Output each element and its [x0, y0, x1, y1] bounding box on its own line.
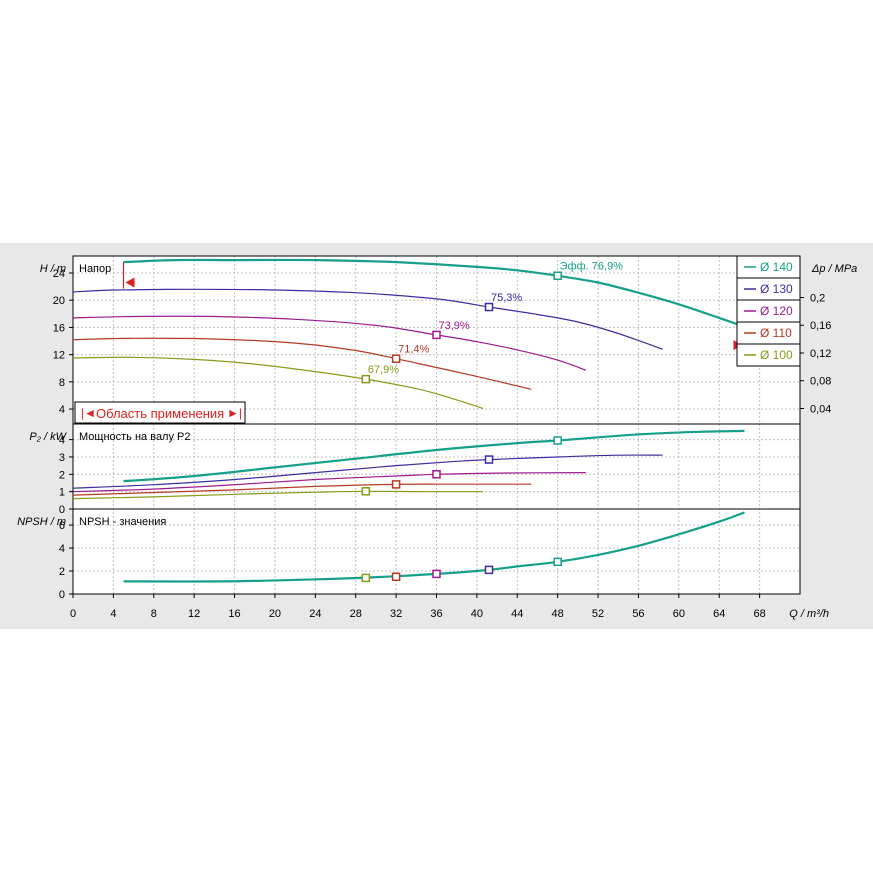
head-bep-marker-1 [484, 302, 494, 312]
x-tick-label: 56 [632, 608, 644, 620]
power-bep-marker-4 [361, 487, 371, 496]
efficiency-label-3: 71,4% [398, 344, 429, 356]
npsh-bep-marker-3 [391, 572, 401, 582]
x-tick-label: 40 [471, 608, 483, 620]
power-curve-2 [72, 472, 586, 493]
npsh-panel-frame [72, 508, 801, 595]
x-tick-label: 48 [552, 608, 564, 620]
power-y-tick-label: 4 [59, 435, 65, 447]
x-tick-label: 32 [390, 608, 402, 620]
npsh-curve-0 [123, 511, 745, 583]
efficiency-label-1: 75,3% [491, 292, 522, 304]
head-bep-marker-0 [553, 271, 562, 280]
head-y-tick-label: 16 [53, 322, 65, 334]
head-bep-marker-3 [391, 354, 401, 363]
head-y-axis-label: H / m [40, 263, 66, 275]
legend-item-label: Ø 130 [760, 282, 793, 296]
power-curve-4 [72, 490, 483, 500]
pump-curve-chart: 0 4 8 12 16 20 24 28 32 36 40 44 48 52 56 60 64 68 4 8 12 16 2… [0, 243, 873, 629]
npsh-bep-marker-4 [361, 573, 371, 583]
x-tick-label: 20 [269, 608, 281, 620]
x-tick-label: 16 [228, 608, 240, 620]
head-curve-2 [72, 315, 587, 371]
npsh-bep-marker-1 [484, 565, 494, 575]
x-tick-label: 44 [511, 608, 523, 620]
power-y-tick-label: 2 [59, 469, 65, 481]
npsh-y-tick-label: 6 [59, 520, 65, 532]
legend-item-label: Ø 110 [760, 326, 792, 340]
efficiency-label-2: 73,9% [439, 320, 470, 332]
head-y-tick-label: 12 [53, 350, 65, 362]
legend-item-label: Ø 140 [760, 260, 793, 274]
power-curve-0 [123, 429, 745, 483]
head-curve-3 [72, 337, 532, 390]
right-tick-label: 0,16 [810, 320, 831, 332]
head-bep-marker-4 [361, 374, 371, 384]
head-curve-0 [123, 258, 745, 328]
power-y-tick-label: 1 [59, 487, 65, 499]
right-tick-label: 0,2 [810, 292, 825, 304]
range-start-arrow [125, 277, 135, 288]
power-bep-marker-2 [432, 470, 441, 479]
range-label: Область применения [96, 406, 224, 421]
npsh-panel-title: NPSH - значения [79, 516, 166, 528]
x-tick-label: 64 [713, 608, 725, 620]
range-label-box [74, 401, 246, 424]
x-tick-label: 28 [350, 608, 362, 620]
power-y-tick-label: 0 [59, 504, 65, 516]
head-panel-title: Напор [79, 263, 111, 275]
x-tick-label: 68 [753, 608, 765, 620]
power-curve-3 [72, 483, 532, 496]
head-y-tick-label: 20 [53, 295, 65, 307]
head-curve-1 [72, 288, 663, 350]
range-right-arrow: ►| [227, 406, 242, 420]
head-y-tick-label: 8 [59, 377, 65, 389]
power-bep-marker-3 [391, 480, 401, 489]
chart-svg: 0 4 8 12 16 20 24 28 32 36 40 44 48 52 56 60 64 684812162… [17, 255, 857, 620]
power-panel-title: Мощность на валу P2 [79, 431, 191, 443]
head-y-tick-label: 4 [59, 404, 65, 416]
x-tick-label: 8 [151, 608, 157, 620]
x-tick-label: 60 [673, 608, 685, 620]
npsh-y-axis-label: NPSH / m [17, 516, 66, 528]
npsh-bep-marker-2 [432, 569, 441, 579]
legend-item-label: Ø 120 [760, 304, 793, 318]
x-axis-label: Q / m³/h [789, 608, 829, 620]
power-bep-marker-0 [553, 436, 562, 445]
x-tick-label: 0 [70, 608, 76, 620]
x-tick-label: 52 [592, 608, 604, 620]
head-bep-marker-2 [432, 330, 441, 340]
power-bep-marker-1 [484, 455, 494, 464]
efficiency-label-0: Эфф. 76,9% [560, 261, 624, 273]
npsh-y-tick-label: 0 [59, 589, 65, 601]
legend-item-box [736, 343, 801, 367]
right-tick-label: 0,04 [810, 403, 831, 415]
power-y-tick-label: 3 [59, 452, 65, 464]
head-y-tick-label: 24 [53, 268, 65, 280]
npsh-y-tick-label: 2 [59, 566, 65, 578]
power-y-axis-label: P₂ / kW [29, 431, 67, 443]
npsh-y-tick-label: 4 [59, 543, 65, 555]
legend: Ø 140 Ø 130 Ø 120 Ø 110 Ø 100 [736, 255, 801, 367]
x-tick-label: 36 [430, 608, 442, 620]
right-axis-label: Δp / MPa [811, 263, 857, 275]
head-curve-4 [72, 356, 484, 409]
efficiency-label-4: 67,9% [368, 364, 399, 376]
legend-item-label: Ø 100 [760, 348, 793, 362]
right-tick-label: 0,08 [810, 376, 831, 388]
x-tick-label: 24 [309, 608, 321, 620]
npsh-bep-marker-0 [553, 557, 562, 567]
right-tick-label: 0,12 [810, 348, 831, 360]
range-left-arrow: |◄ [81, 406, 96, 420]
x-tick-label: 4 [110, 608, 116, 620]
x-tick-label: 12 [188, 608, 200, 620]
power-curve-1 [72, 454, 663, 489]
